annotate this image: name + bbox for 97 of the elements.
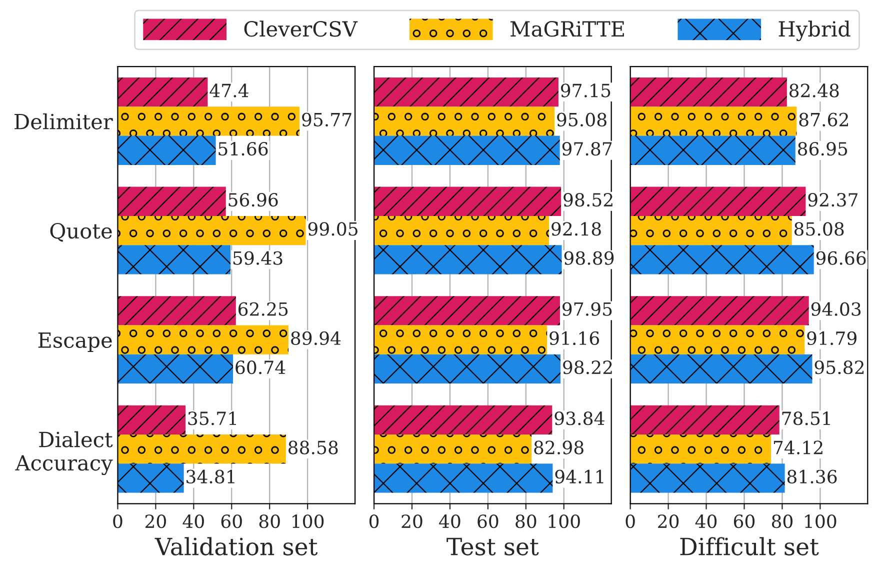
x-axis-title: Test set (446, 538, 539, 556)
data-label: 98.89 (564, 251, 614, 265)
data-label: 98.52 (564, 192, 612, 207)
data-label: 51.66 (218, 142, 268, 156)
data-label: 62.25 (238, 302, 288, 316)
data-label: 85.08 (794, 222, 844, 236)
data-label: 59.43 (233, 251, 282, 265)
x-tick-label: 100 (548, 514, 580, 528)
x-tick-label: 40 (182, 514, 204, 528)
data-label: 95.77 (302, 112, 352, 126)
data-label: 60.74 (236, 360, 286, 374)
data-label: 91.79 (807, 331, 856, 346)
data-label: 92.37 (808, 192, 858, 207)
x-tick-label: 0 (369, 514, 379, 528)
x-tick-label: 20 (402, 514, 422, 528)
x-tick-label: 60 (478, 514, 498, 528)
data-label: 96.66 (816, 251, 866, 265)
bar (374, 106, 555, 136)
bar (374, 405, 552, 435)
data-label: 81.36 (787, 470, 837, 484)
bar (630, 136, 796, 165)
x-tick-label: 100 (805, 514, 836, 528)
bar (630, 216, 792, 246)
data-label: 95.08 (557, 112, 606, 126)
bar (118, 464, 184, 493)
data-label: 91.16 (550, 331, 600, 346)
x-tick-label: 60 (734, 514, 755, 528)
x-tick-label: 100 (292, 514, 324, 528)
x-axis-title: Validation set (154, 537, 318, 556)
bar (374, 325, 548, 354)
data-label: 99.05 (308, 222, 358, 236)
data-label: 95.82 (814, 360, 864, 374)
bar (630, 245, 814, 274)
bar (630, 296, 809, 326)
bar (374, 78, 558, 107)
legend-label: MaGRiTTE (510, 20, 624, 37)
bar (630, 78, 787, 107)
data-label: 88.58 (288, 440, 338, 454)
x-axis-title: Difficult set (680, 537, 819, 556)
y-tick-label: Quote (50, 222, 112, 242)
x-tick-label: 0 (113, 514, 122, 528)
x-tick-label: 60 (221, 514, 242, 528)
data-label: 97.15 (560, 84, 610, 98)
bar (630, 405, 780, 435)
bar (630, 106, 797, 136)
bar (630, 464, 785, 493)
x-tick-label: 20 (658, 514, 679, 528)
data-label: 47.4 (210, 84, 248, 98)
x-tick-label: 20 (145, 514, 166, 528)
data-label: 86.95 (798, 142, 848, 156)
data-label: 92.18 (552, 222, 601, 236)
data-label: 93.84 (554, 412, 604, 426)
data-label: 97.87 (562, 142, 612, 156)
bar (118, 106, 300, 136)
bar (118, 354, 234, 384)
y-tick-label: Delimiter (14, 113, 113, 130)
bar (630, 354, 812, 384)
data-label: 97.95 (562, 302, 612, 316)
bar (118, 434, 286, 464)
x-tick-label: 80 (772, 514, 792, 528)
y-tick-label: Dialect Accuracy (15, 431, 113, 476)
x-tick-label: 80 (516, 514, 536, 528)
data-label: 74.12 (774, 440, 822, 454)
bar (630, 186, 806, 216)
data-label: 56.96 (228, 192, 278, 207)
data-label: 82.98 (534, 440, 584, 454)
bar (118, 78, 208, 107)
y-tick-label: Escape (38, 332, 112, 352)
bar (374, 186, 562, 216)
bar (374, 136, 560, 165)
data-label: 34.81 (186, 470, 234, 484)
legend-label: Hybrid (778, 20, 850, 42)
data-label: 89.94 (291, 331, 341, 346)
data-label: 94.11 (555, 470, 604, 484)
bar (630, 434, 772, 464)
bar (374, 464, 553, 493)
data-label: 35.71 (188, 412, 236, 426)
bar (118, 296, 236, 326)
data-label: 87.62 (799, 112, 848, 126)
data-label: 82.48 (790, 84, 839, 98)
bar (630, 325, 805, 354)
data-label: 78.51 (782, 412, 830, 426)
bar (118, 405, 186, 435)
bar (118, 186, 226, 216)
bar (118, 136, 216, 165)
bar (374, 296, 560, 326)
x-tick-label: 0 (626, 514, 635, 528)
bar (374, 434, 532, 464)
bar (374, 354, 560, 384)
legend-label: CleverCSV (244, 20, 358, 37)
x-tick-label: 40 (695, 514, 717, 528)
bar (374, 216, 550, 246)
x-tick-label: 80 (259, 514, 280, 528)
x-tick-label: 40 (439, 514, 460, 528)
data-label: 94.03 (811, 302, 861, 316)
bar (118, 325, 288, 354)
data-label: 98.22 (563, 360, 612, 374)
